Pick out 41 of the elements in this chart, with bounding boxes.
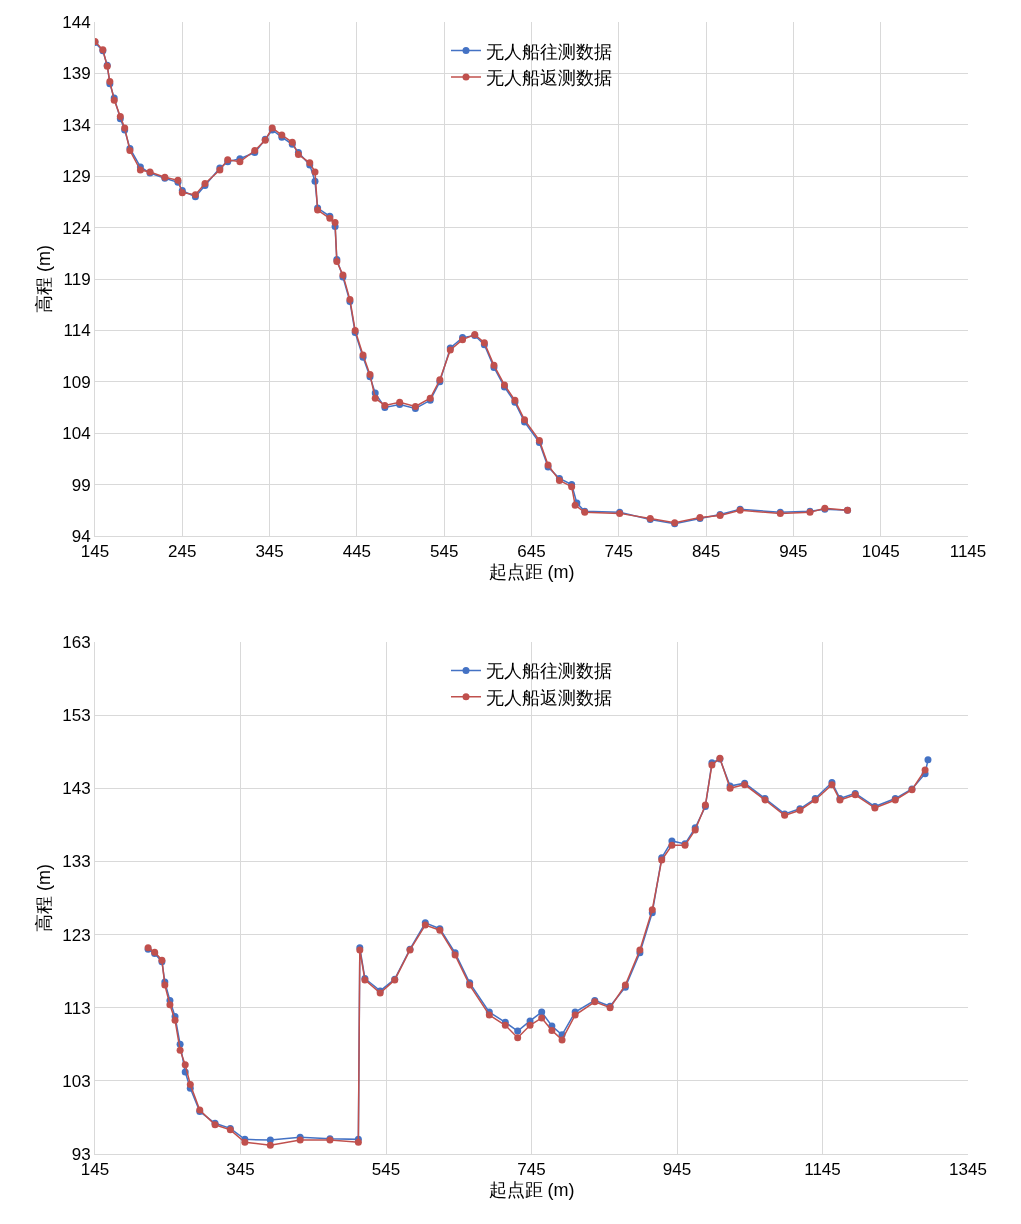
y-axis-title: 高程 (m) — [34, 864, 55, 932]
x-tick-label: 1145 — [804, 1160, 841, 1180]
y-tick-label: 134 — [62, 115, 91, 135]
x-axis-title: 起点距 (m) — [488, 1179, 575, 1200]
legend-label: 无人船返测数据 — [486, 687, 612, 708]
y-tick-label: 119 — [63, 269, 91, 289]
y-tick-label: 163 — [62, 632, 91, 652]
x-tick-label: 645 — [517, 542, 546, 562]
y-tick-label: 153 — [62, 706, 91, 726]
x-axis-title: 起点距 (m) — [488, 561, 575, 582]
x-tick-label: 345 — [226, 1160, 255, 1180]
y-tick-label: 124 — [62, 218, 91, 238]
y-tick-label: 143 — [62, 779, 91, 799]
x-tick-label: 245 — [168, 542, 197, 562]
y-tick-label: 99 — [71, 475, 91, 495]
y-tick-label: 113 — [63, 998, 91, 1018]
y-tick-label: 109 — [62, 372, 91, 392]
x-tick-label: 345 — [255, 542, 284, 562]
y-tick-label: 103 — [62, 1071, 91, 1091]
x-tick-label: 1145 — [949, 542, 987, 562]
y-tick-label: 129 — [62, 167, 91, 187]
x-tick-label: 445 — [342, 542, 372, 562]
legend-label: 无人船往测数据 — [486, 661, 612, 682]
x-tick-label: 745 — [604, 542, 633, 562]
x-tick-label: 945 — [779, 542, 808, 562]
y-tick-label: 123 — [62, 925, 91, 945]
x-tick-label: 1045 — [861, 542, 900, 562]
y-axis-title: 高程 (m) — [34, 245, 55, 313]
x-tick-label: 545 — [371, 1160, 401, 1180]
y-tick-label: 114 — [63, 321, 91, 341]
x-tick-label: 745 — [517, 1160, 546, 1180]
y-tick-label: 133 — [62, 852, 91, 872]
x-tick-label: 945 — [662, 1160, 692, 1180]
y-tick-label: 144 — [62, 12, 91, 32]
x-tick-label: 1345 — [949, 1160, 987, 1180]
x-tick-label: 545 — [430, 542, 459, 562]
y-tick-label: 139 — [62, 64, 91, 84]
legend-label: 无人船往测数据 — [486, 41, 612, 62]
x-tick-label: 845 — [691, 542, 721, 562]
legend-label: 无人船返测数据 — [486, 67, 612, 88]
y-tick-label: 104 — [62, 424, 91, 444]
